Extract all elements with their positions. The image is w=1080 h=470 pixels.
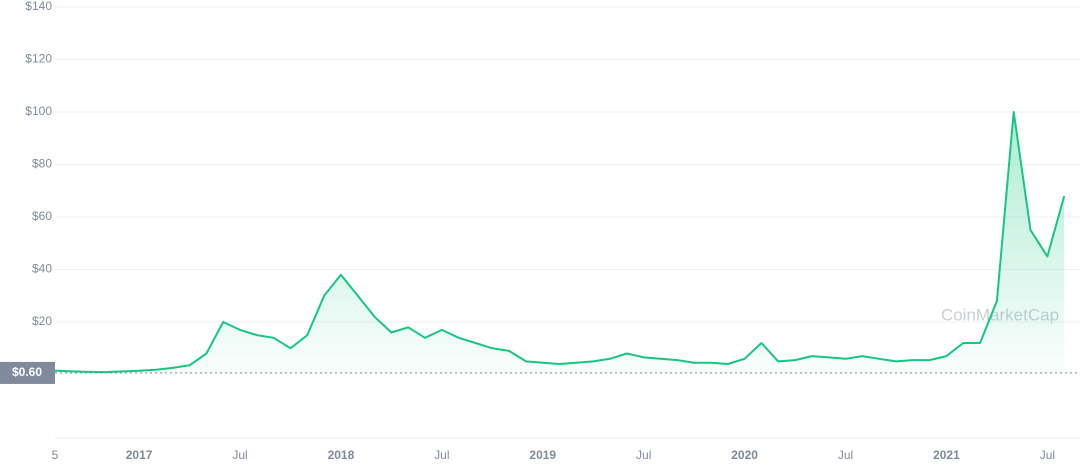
x-tick-label: Jul xyxy=(232,448,247,462)
y-tick-label: $100 xyxy=(25,104,52,118)
y-tick-label: $20 xyxy=(32,314,52,328)
x-tick-label: 2020 xyxy=(731,448,758,462)
x-tick-label: 5 xyxy=(52,448,59,462)
x-tick-label: 2019 xyxy=(529,448,556,462)
reference-label: $0.60 xyxy=(12,365,42,379)
x-tick-label: Jul xyxy=(1040,448,1055,462)
y-tick-label: $80 xyxy=(32,157,52,171)
y-tick-label: $120 xyxy=(25,52,52,66)
x-tick-label: Jul xyxy=(434,448,449,462)
x-tick-label: 2017 xyxy=(126,448,153,462)
x-tick-label: 2021 xyxy=(933,448,960,462)
y-tick-label: $40 xyxy=(32,262,52,276)
y-tick-label: $140 xyxy=(25,0,52,13)
x-tick-label: Jul xyxy=(636,448,651,462)
price-line xyxy=(54,111,1066,374)
x-tick-label: Jul xyxy=(838,448,853,462)
reference-badge xyxy=(0,361,55,384)
area xyxy=(55,112,1065,375)
y-tick-label: $60 xyxy=(32,209,52,223)
x-tick-label: 2018 xyxy=(328,448,355,462)
